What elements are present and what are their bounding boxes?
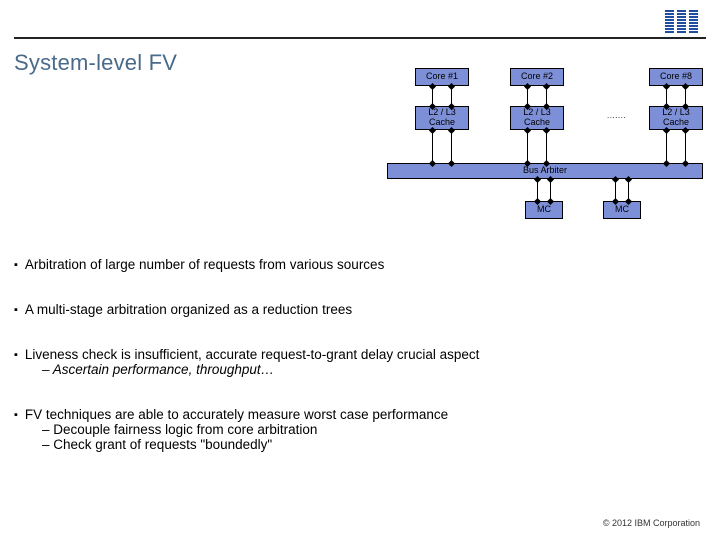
copyright-text: © 2012 IBM Corporation <box>603 518 700 528</box>
bullet-text: Arbitration of large number of requests … <box>25 257 384 272</box>
header-rule <box>14 37 706 39</box>
diagram-box: MC <box>525 201 563 219</box>
diagram-box: Core #8 <box>649 68 703 86</box>
diagram-box: L2 / L3Cache <box>415 106 469 130</box>
system-diagram: Core #1 Core #2 Core #8 L2 / L3Cache L2 / L3… <box>415 68 705 258</box>
diagram-connector <box>451 130 452 163</box>
diagram-connector <box>527 130 528 163</box>
diagram-box: Core #1 <box>415 68 469 86</box>
bullet-text: FV techniques are able to accurately mea… <box>25 407 448 422</box>
bullet-subitem: – Ascertain performance, throughput… <box>42 362 704 377</box>
diagram-connector <box>666 130 667 163</box>
diagram-box: L2 / L3Cache <box>649 106 703 130</box>
bullet-text: A multi-stage arbitration organized as a… <box>25 302 352 317</box>
bullet-text: Liveness check is insufficient, accurate… <box>25 347 479 362</box>
slide-title: System-level FV <box>14 50 177 76</box>
diagram-ellipsis: ....... <box>607 111 626 120</box>
bullet-item: Liveness check is insufficient, accurate… <box>14 347 704 377</box>
bullet-item: A multi-stage arbitration organized as a… <box>14 302 704 317</box>
bullet-item: FV techniques are able to accurately mea… <box>14 407 704 452</box>
bullet-subitem: – Decouple fairness logic from core arbi… <box>42 422 704 437</box>
slide-page: System-level FV Core #1 Core #2 Core #8 L2 … <box>0 0 720 540</box>
bullet-list: Arbitration of large number of requests … <box>14 257 704 470</box>
diagram-connector <box>432 130 433 163</box>
diagram-box: MC <box>603 201 641 219</box>
diagram-box: L2 / L3Cache <box>510 106 564 130</box>
bullet-subitem: – Check grant of requests "boundedly" <box>42 437 704 452</box>
bullet-item: Arbitration of large number of requests … <box>14 257 704 272</box>
diagram-box: Core #2 <box>510 68 564 86</box>
ibm-logo <box>665 10 698 38</box>
diagram-connector <box>546 130 547 163</box>
diagram-connector <box>685 130 686 163</box>
